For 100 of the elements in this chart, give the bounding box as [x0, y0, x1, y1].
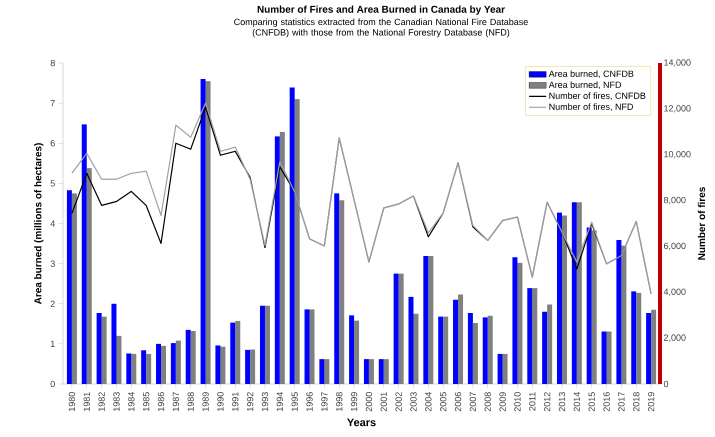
bar	[250, 349, 256, 384]
bar	[547, 304, 552, 384]
bar	[482, 317, 488, 384]
bar	[488, 316, 493, 384]
bar	[413, 314, 418, 384]
bar	[602, 331, 607, 384]
bar	[502, 354, 508, 384]
bar	[82, 124, 87, 384]
x-tick-label: 2010	[514, 392, 521, 412]
x-tick-label: 1992	[246, 392, 254, 412]
bar	[334, 193, 340, 384]
x-tick-label: 2016	[603, 392, 610, 412]
bar	[646, 312, 652, 384]
y-axis-title: Area burned (millions of hectares)	[34, 143, 44, 304]
bar	[368, 359, 374, 384]
bar	[274, 136, 280, 384]
bar	[215, 345, 220, 384]
bar	[324, 359, 330, 384]
bar	[556, 212, 562, 384]
bar	[621, 246, 626, 384]
bar	[186, 330, 191, 384]
y2-tick-label: 10,000	[664, 151, 691, 158]
bar	[230, 322, 236, 384]
bar	[394, 274, 399, 384]
x-tick-label: 1985	[142, 392, 150, 412]
bar	[146, 354, 152, 384]
x-tick-label: 2018	[633, 392, 640, 412]
bar	[398, 274, 404, 384]
chart-title: Number of Fires and Area Burned in Canada by Year	[258, 6, 505, 15]
x-tick-label: 1981	[84, 392, 90, 412]
x-tick-label: 2017	[618, 392, 625, 412]
y-tick-label: 6	[50, 140, 55, 146]
bar	[260, 306, 265, 384]
bar	[576, 202, 582, 384]
y-tick-label: 3	[50, 260, 55, 267]
bar	[512, 257, 518, 384]
x-tick-label: 1980	[68, 392, 76, 412]
legend-label: Number of fires, NFD	[549, 103, 633, 111]
bar	[472, 323, 478, 384]
bar	[428, 256, 434, 384]
x-tick-label: 2008	[484, 392, 491, 412]
bar	[111, 304, 116, 384]
y2-tick-label: 2,000	[664, 334, 686, 342]
bar	[319, 359, 324, 384]
bar	[498, 354, 503, 384]
y2-tick-label: 4,000	[664, 288, 686, 296]
bar	[206, 81, 211, 384]
bar	[304, 309, 310, 384]
legend-label: Number of fires, CNFDB	[549, 92, 646, 100]
bar	[72, 193, 77, 384]
bar	[443, 316, 448, 384]
x-tick-label: 1991	[232, 392, 238, 412]
bar	[220, 346, 226, 384]
x-tick-label: 2004	[425, 392, 432, 412]
x-tick-label: 2014	[574, 392, 580, 412]
bar	[423, 256, 428, 384]
chart-subtitle: Comparing statistics extracted from the Canadian National Fire Database (CNFDB) with those from the National Forestry Database (NFD)	[234, 18, 528, 38]
bar	[116, 336, 122, 384]
bar	[651, 310, 656, 384]
y-tick-label: 1	[50, 340, 55, 347]
y2-tick-label: 8,000	[664, 196, 686, 204]
bar	[562, 215, 567, 384]
y-tick-label: 7	[50, 100, 55, 106]
bar	[384, 359, 389, 384]
y-tick-label: 4	[50, 220, 55, 227]
bar	[349, 315, 354, 384]
bar	[190, 331, 196, 384]
bar	[200, 79, 206, 384]
bar	[364, 359, 369, 384]
x-tick-label: 1988	[188, 392, 194, 412]
bar	[156, 344, 162, 384]
bar	[170, 343, 176, 384]
y-tick-label: 2	[50, 300, 55, 307]
legend-label: Area burned, CNFDB	[548, 70, 634, 78]
bar	[339, 200, 344, 384]
x-tick-label: 1984	[128, 392, 134, 412]
bar	[126, 354, 132, 384]
bar	[102, 316, 107, 384]
bar	[453, 300, 458, 384]
x-tick-label: 1994	[276, 392, 284, 412]
bar	[631, 291, 636, 384]
bar	[586, 228, 592, 384]
x-axis-title: Years	[347, 418, 376, 426]
y-tick-label: 8	[50, 60, 55, 66]
x-tick-label: 2019	[648, 392, 654, 412]
bar	[438, 316, 444, 384]
x-tick-label: 1982	[98, 392, 105, 412]
bar	[141, 350, 146, 384]
bar	[468, 312, 473, 384]
bar	[408, 296, 414, 384]
y2-tick-label: 0	[664, 380, 668, 388]
x-tick-label: 1987	[172, 392, 180, 412]
x-tick-label: 1997	[321, 392, 328, 412]
bar	[264, 306, 270, 384]
bar	[378, 359, 384, 384]
x-tick-label: 1989	[202, 392, 209, 412]
x-tick-label: 2003	[410, 392, 417, 412]
x-tick-label: 2011	[529, 392, 536, 411]
y2-tick-label: 12,000	[664, 105, 691, 113]
bar	[66, 190, 72, 384]
